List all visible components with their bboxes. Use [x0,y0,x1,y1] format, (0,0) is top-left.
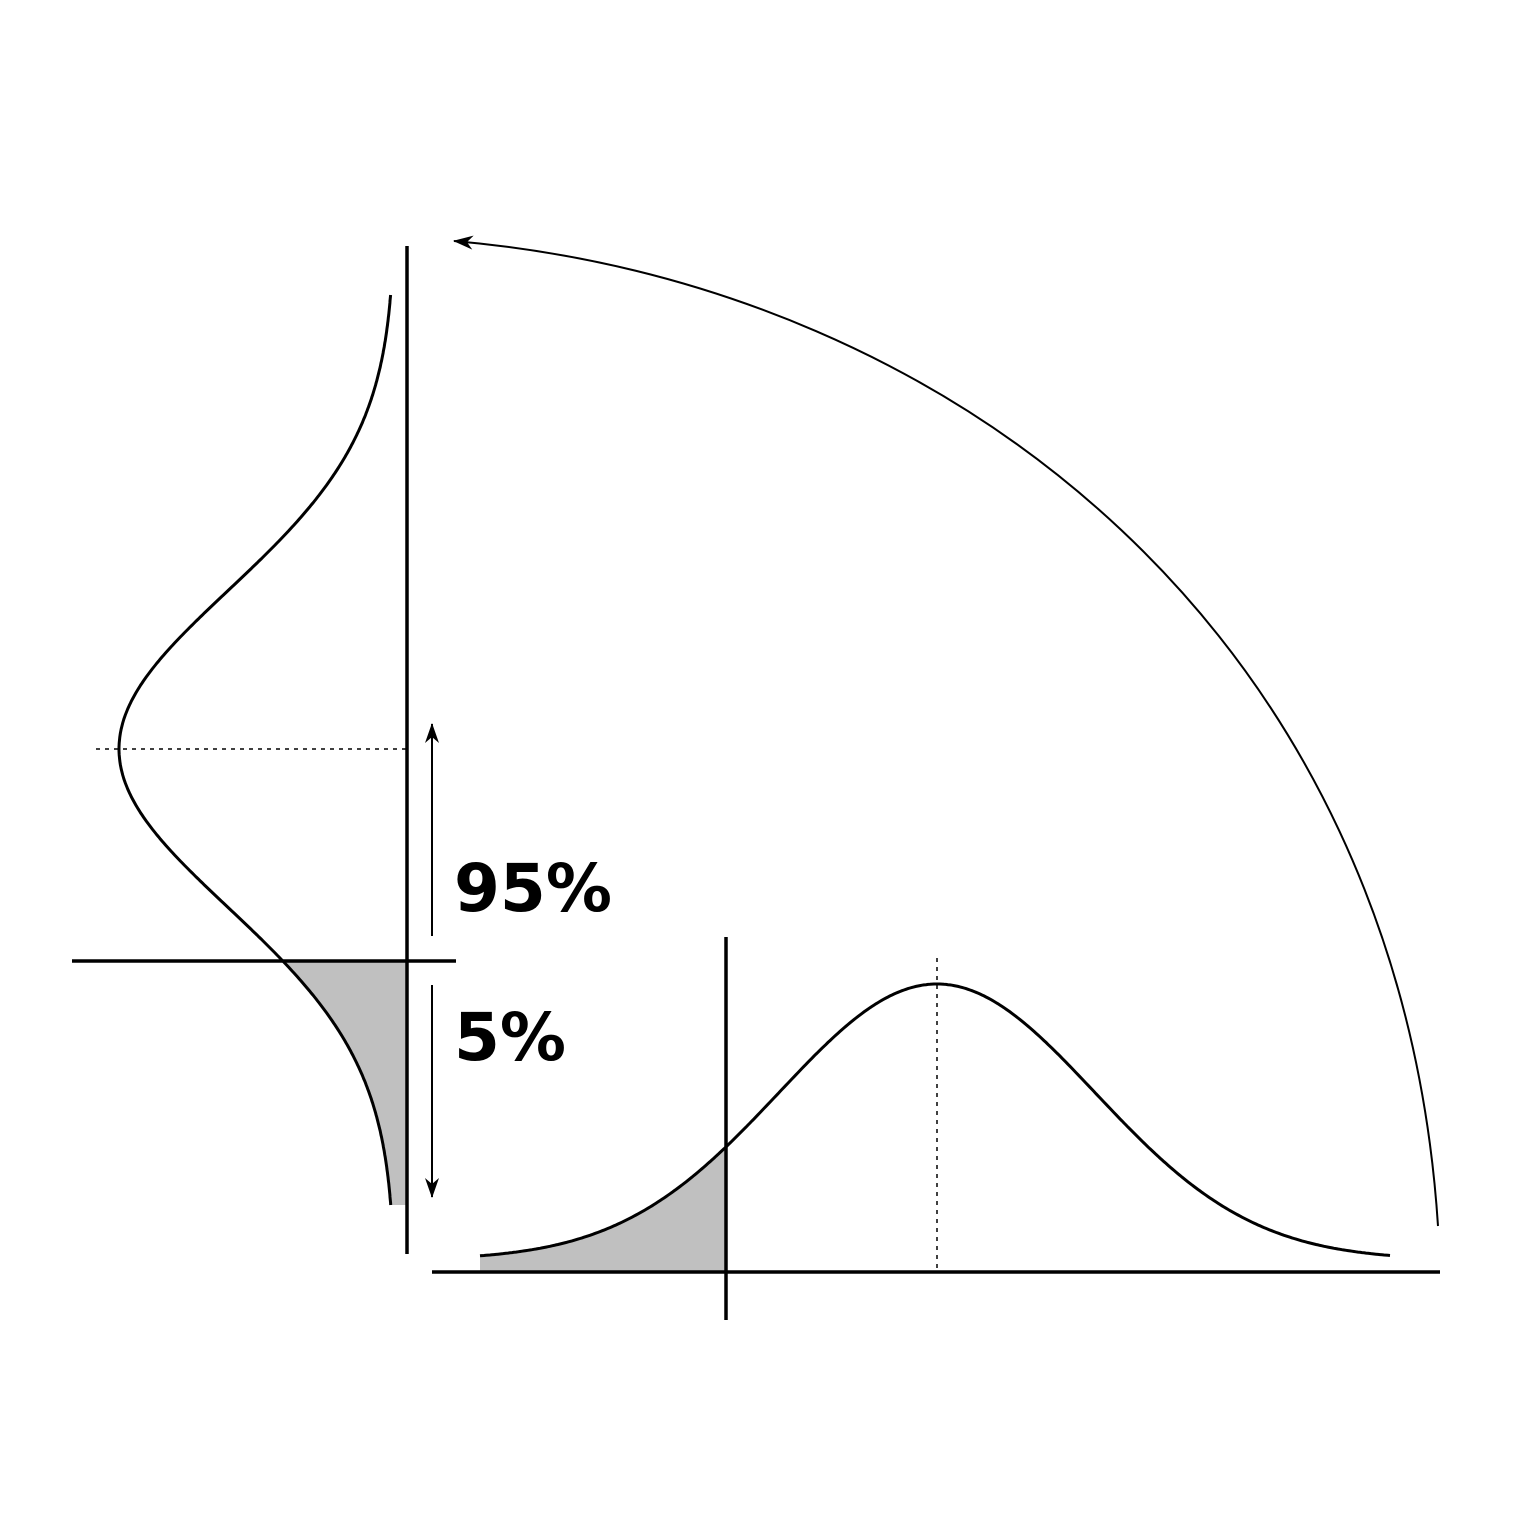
lower-percent-label: 5% [454,999,566,1076]
vertical-shaded-tail [282,961,407,1205]
curved-arrow-icon [453,235,1439,1227]
horizontal-shaded-tail [480,1146,726,1272]
upper-percent-label: 95% [454,850,612,927]
horizontal-distribution [432,937,1440,1320]
horizontal-density-curve [479,982,1391,1258]
vertical-distribution [72,246,456,1254]
vertical-density-curve [117,294,393,1206]
